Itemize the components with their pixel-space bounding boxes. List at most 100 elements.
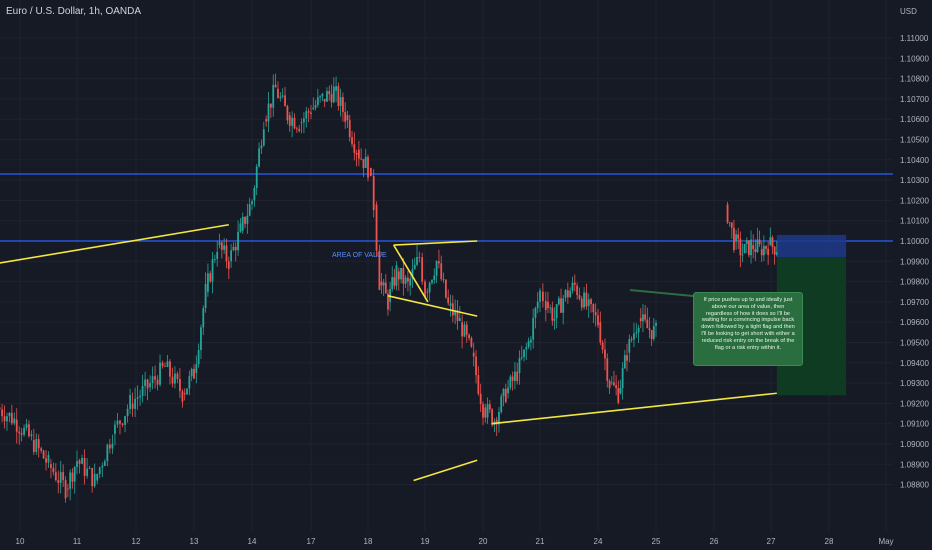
y-axis-tick-labels: 1.11000 1.10900 1.10800 1.10700 1.10600 1.105… [900, 34, 929, 490]
candle-body [601, 342, 604, 350]
candles [0, 73, 778, 503]
candle-body [438, 261, 440, 264]
candle-body [200, 327, 202, 351]
candle-body [451, 303, 454, 316]
candle-body [435, 261, 438, 276]
candle-body [146, 379, 149, 389]
candle-body [307, 111, 310, 113]
candle-body [360, 158, 363, 160]
y-tick-label: 1.09400 [900, 359, 929, 368]
y-tick-label: 1.10200 [900, 196, 929, 205]
candle-body [382, 282, 385, 286]
candle-body [10, 412, 13, 424]
candle-body [391, 277, 394, 290]
candle-body [468, 334, 470, 339]
candle-body [650, 330, 653, 339]
stop-loss-zone [776, 234, 847, 258]
candle-body [86, 468, 89, 476]
candle-body [47, 455, 50, 463]
candle-body [339, 97, 342, 107]
candle-body [580, 298, 583, 308]
candle-body [316, 97, 319, 106]
candle-body [458, 318, 461, 322]
candle-body [750, 239, 752, 256]
candle-body [88, 468, 91, 469]
y-tick-label: 1.08900 [900, 460, 929, 469]
y-tick-label: 1.09100 [900, 420, 929, 429]
candle-body [536, 301, 539, 309]
candle-body [648, 328, 651, 331]
candle-body [773, 246, 776, 255]
candle-body [765, 246, 767, 249]
candle-body [578, 295, 581, 299]
x-tick-label: 25 [652, 537, 661, 546]
candle-body [571, 282, 574, 291]
candle-body [393, 277, 396, 286]
candle-body [592, 304, 595, 313]
candle-body [274, 84, 277, 88]
x-tick-label: 27 [767, 537, 776, 546]
candle-body [585, 292, 588, 307]
candle-body [754, 249, 757, 252]
candle-body [529, 339, 532, 343]
candle-body [253, 188, 256, 201]
candle-body [454, 310, 457, 316]
candle-body [232, 246, 235, 251]
candle-body [64, 480, 67, 499]
candle-body [220, 242, 223, 250]
candle-body [387, 293, 389, 310]
candle-body [230, 250, 233, 262]
candle-body [265, 119, 268, 122]
candle-body [594, 312, 597, 316]
candle-body [37, 439, 40, 449]
trade-note-box[interactable]: If price pushes up to and ideally just a… [693, 292, 803, 366]
candle-body [13, 418, 16, 424]
y-tick-label: 1.09500 [900, 339, 929, 348]
y-tick-label: 1.11000 [900, 34, 929, 43]
candle-body [179, 379, 181, 392]
trendline [0, 223, 229, 264]
area-of-value-label: AREA OF VALUE [332, 252, 387, 259]
x-tick-label: 18 [364, 537, 373, 546]
candle-body [136, 397, 139, 399]
candle-body [762, 246, 765, 256]
candle-body [81, 457, 83, 464]
candle-body [500, 396, 503, 412]
candle-body [646, 319, 649, 329]
candle-body [159, 362, 161, 385]
candle-body [442, 279, 445, 280]
candle-body [197, 350, 200, 365]
candle-body [613, 382, 615, 386]
candle-body [608, 380, 611, 389]
candle-body [126, 408, 129, 417]
candle-body [272, 84, 275, 108]
candle-body [18, 431, 21, 434]
candle-body [491, 409, 494, 425]
candle-body [193, 368, 195, 379]
candle-body [30, 434, 33, 437]
candle-body [615, 385, 618, 389]
candle-body [477, 375, 480, 394]
candle-body [20, 433, 23, 435]
candle-body [262, 129, 265, 146]
candle-body [281, 95, 284, 97]
candle-body [216, 251, 219, 259]
candle-body [482, 403, 484, 418]
candle-body [553, 318, 556, 321]
candle-body [384, 282, 387, 294]
candle-body [767, 248, 770, 255]
candle-body [246, 215, 249, 224]
x-tick-label: 12 [132, 537, 141, 546]
candle-body [0, 407, 1, 410]
candle-body [532, 317, 535, 340]
candle-body [83, 457, 86, 476]
candle-body [116, 420, 119, 425]
candle-body [560, 298, 562, 313]
x-tick-label: 14 [248, 537, 257, 546]
candle-body [121, 423, 124, 425]
candle-body [516, 371, 519, 382]
candle-body [103, 461, 106, 467]
candle-body [573, 282, 576, 285]
y-tick-label: 1.10600 [900, 115, 929, 124]
